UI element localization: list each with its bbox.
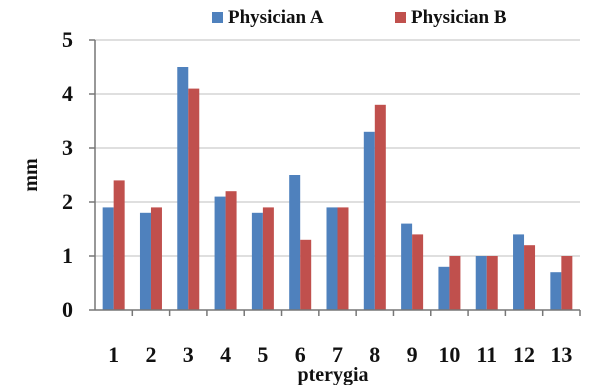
bar-physician-b [188,88,200,310]
x-tick-label: 9 [407,342,418,367]
x-tick-label: 6 [295,342,306,367]
bar-physician-b [113,180,125,310]
x-tick-label: 11 [476,342,497,367]
bar-physician-b [374,104,386,310]
y-tick-label: 0 [62,297,73,322]
y-tick-labels: 0 1 2 3 4 5 [62,27,73,322]
bars [102,67,573,310]
x-tick-label: 8 [369,342,380,367]
bar-physician-a [550,272,562,310]
y-tick-label: 4 [62,81,73,106]
bar-physician-b [150,207,162,310]
legend-label: Physician B [411,7,507,28]
bar-physician-b [561,256,573,310]
gridlines [89,39,580,311]
x-tick-label: 10 [438,342,460,367]
legend-swatch [212,12,223,23]
legend: Physician A Physician B [212,7,507,28]
bar-physician-a [326,207,338,310]
y-tick-label: 2 [62,189,73,214]
x-tick-label: 12 [513,342,535,367]
bar-physician-a [475,256,487,310]
legend-swatch [395,12,406,23]
x-tick-label: 7 [332,342,343,367]
bar-physician-a [177,67,189,310]
bar-physician-b [449,256,461,310]
x-tick-label: 5 [257,342,268,367]
x-tick-labels: 1 2 3 4 5 6 7 8 9 10 11 12 13 [108,310,581,367]
bar-physician-a [102,207,114,310]
bar-physician-a [363,131,375,310]
y-tick-label: 5 [62,27,73,52]
bar-physician-a [438,266,450,310]
bar-physician-b [524,245,536,310]
bar-physician-a [401,223,413,310]
bar-physician-b [300,239,312,310]
bar-physician-b [337,207,349,310]
legend-item: Physician B [395,7,507,28]
bar-physician-b [412,234,424,310]
y-tick-label: 1 [62,243,73,268]
bar-physician-b [486,256,498,310]
legend-label: Physician A [228,7,324,28]
x-tick-label: 13 [550,342,572,367]
x-axis-title: pterygia [297,364,368,385]
x-tick-label: 2 [145,342,156,367]
bar-physician-b [225,191,237,310]
bar-physician-a [289,175,301,310]
y-axis-title: mm [20,158,42,192]
legend-item: Physician A [212,7,324,28]
x-tick-label: 1 [108,342,119,367]
bar-physician-a [214,196,226,310]
x-tick-label: 4 [220,342,231,367]
bar-physician-a [513,234,525,310]
bar-physician-a [251,212,263,310]
bar-physician-a [139,212,151,310]
bar-physician-b [262,207,274,310]
y-tick-label: 3 [62,135,73,160]
x-tick-label: 3 [183,342,194,367]
